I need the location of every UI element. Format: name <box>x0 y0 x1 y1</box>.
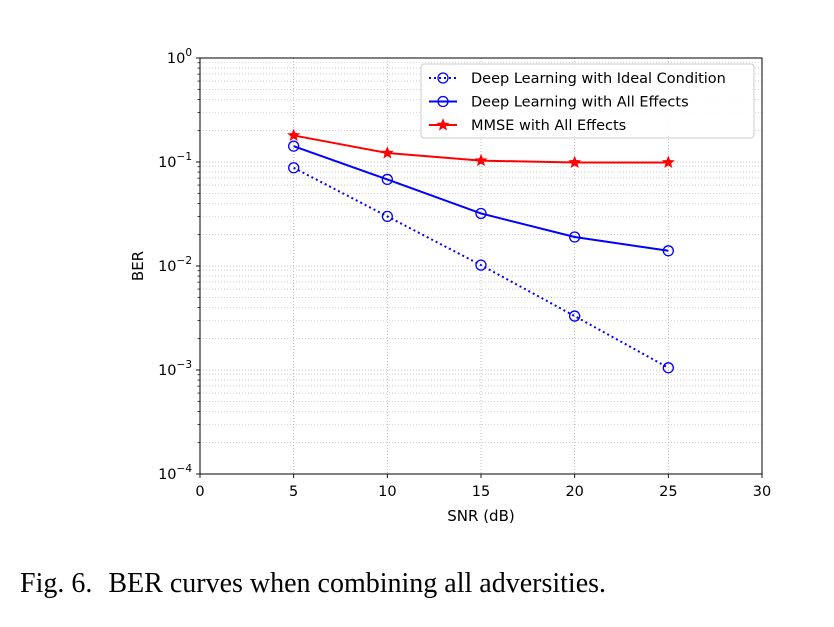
series-line <box>293 166 669 369</box>
series-1 <box>288 162 674 374</box>
figure-caption-text: BER curves when combining all adversitie… <box>108 568 607 599</box>
data-point <box>661 155 675 168</box>
y-tick-label: 100 <box>167 47 192 67</box>
legend-marker <box>437 72 449 84</box>
data-point <box>288 140 300 152</box>
legend-label: MMSE with All Effects <box>471 118 626 134</box>
legend-label: Deep Learning with All Effects <box>471 95 689 111</box>
legend: Deep Learning with Ideal Condition Deep L… <box>420 63 755 139</box>
x-tick-label: 25 <box>659 484 677 500</box>
legend-frame <box>420 63 755 139</box>
data-point <box>381 173 393 186</box>
x-tick-label: 10 <box>378 484 396 500</box>
data-point <box>380 146 394 159</box>
series-layer <box>287 128 675 374</box>
x-tick-label: 30 <box>753 484 771 500</box>
axes-layer: 0 5 10 15 20 25 30 100 10−1 10−2 10−3 10−4 <box>158 47 771 500</box>
ber-chart: 0 5 10 15 20 25 30 100 10−1 10−2 10−3 10−4 SNR (dB)… <box>129 47 771 525</box>
data-point <box>475 259 487 271</box>
figure-caption-label: Fig. 6. <box>20 568 93 599</box>
data-point <box>568 155 582 168</box>
y-tick-label: 10−4 <box>158 463 192 483</box>
legend-label: Deep Learning with Ideal Condition <box>471 71 726 87</box>
data-point <box>381 210 393 223</box>
x-tick-label: 0 <box>195 484 204 500</box>
x-axis-label: SNR (dB) <box>447 507 514 525</box>
data-point <box>474 153 488 167</box>
figure-caption: Fig. 6. BER curves when combining all adv… <box>20 568 820 600</box>
data-point <box>475 207 487 220</box>
data-point <box>569 231 581 243</box>
legend-entry: Deep Learning with All Effects <box>429 95 689 111</box>
data-point <box>288 162 300 174</box>
legend-marker <box>436 118 450 131</box>
x-tick-label: 20 <box>565 484 583 500</box>
legend-entry: Deep Learning with Ideal Condition <box>429 71 726 87</box>
data-point <box>662 362 674 374</box>
series-line <box>293 145 669 252</box>
y-axis-label: BER <box>129 251 147 281</box>
series-3 <box>287 128 675 168</box>
series-2 <box>288 140 674 257</box>
legend-marker <box>437 95 449 108</box>
y-tick-label: 10−2 <box>158 255 192 275</box>
data-point <box>287 128 301 141</box>
y-tick-label: 10−3 <box>158 359 192 379</box>
y-tick-label: 10−1 <box>158 151 192 171</box>
x-tick-label: 5 <box>289 484 298 500</box>
data-point <box>569 310 581 322</box>
legend-entry: MMSE with All Effects <box>429 118 626 134</box>
data-point <box>662 245 674 257</box>
x-tick-label: 15 <box>472 484 490 500</box>
